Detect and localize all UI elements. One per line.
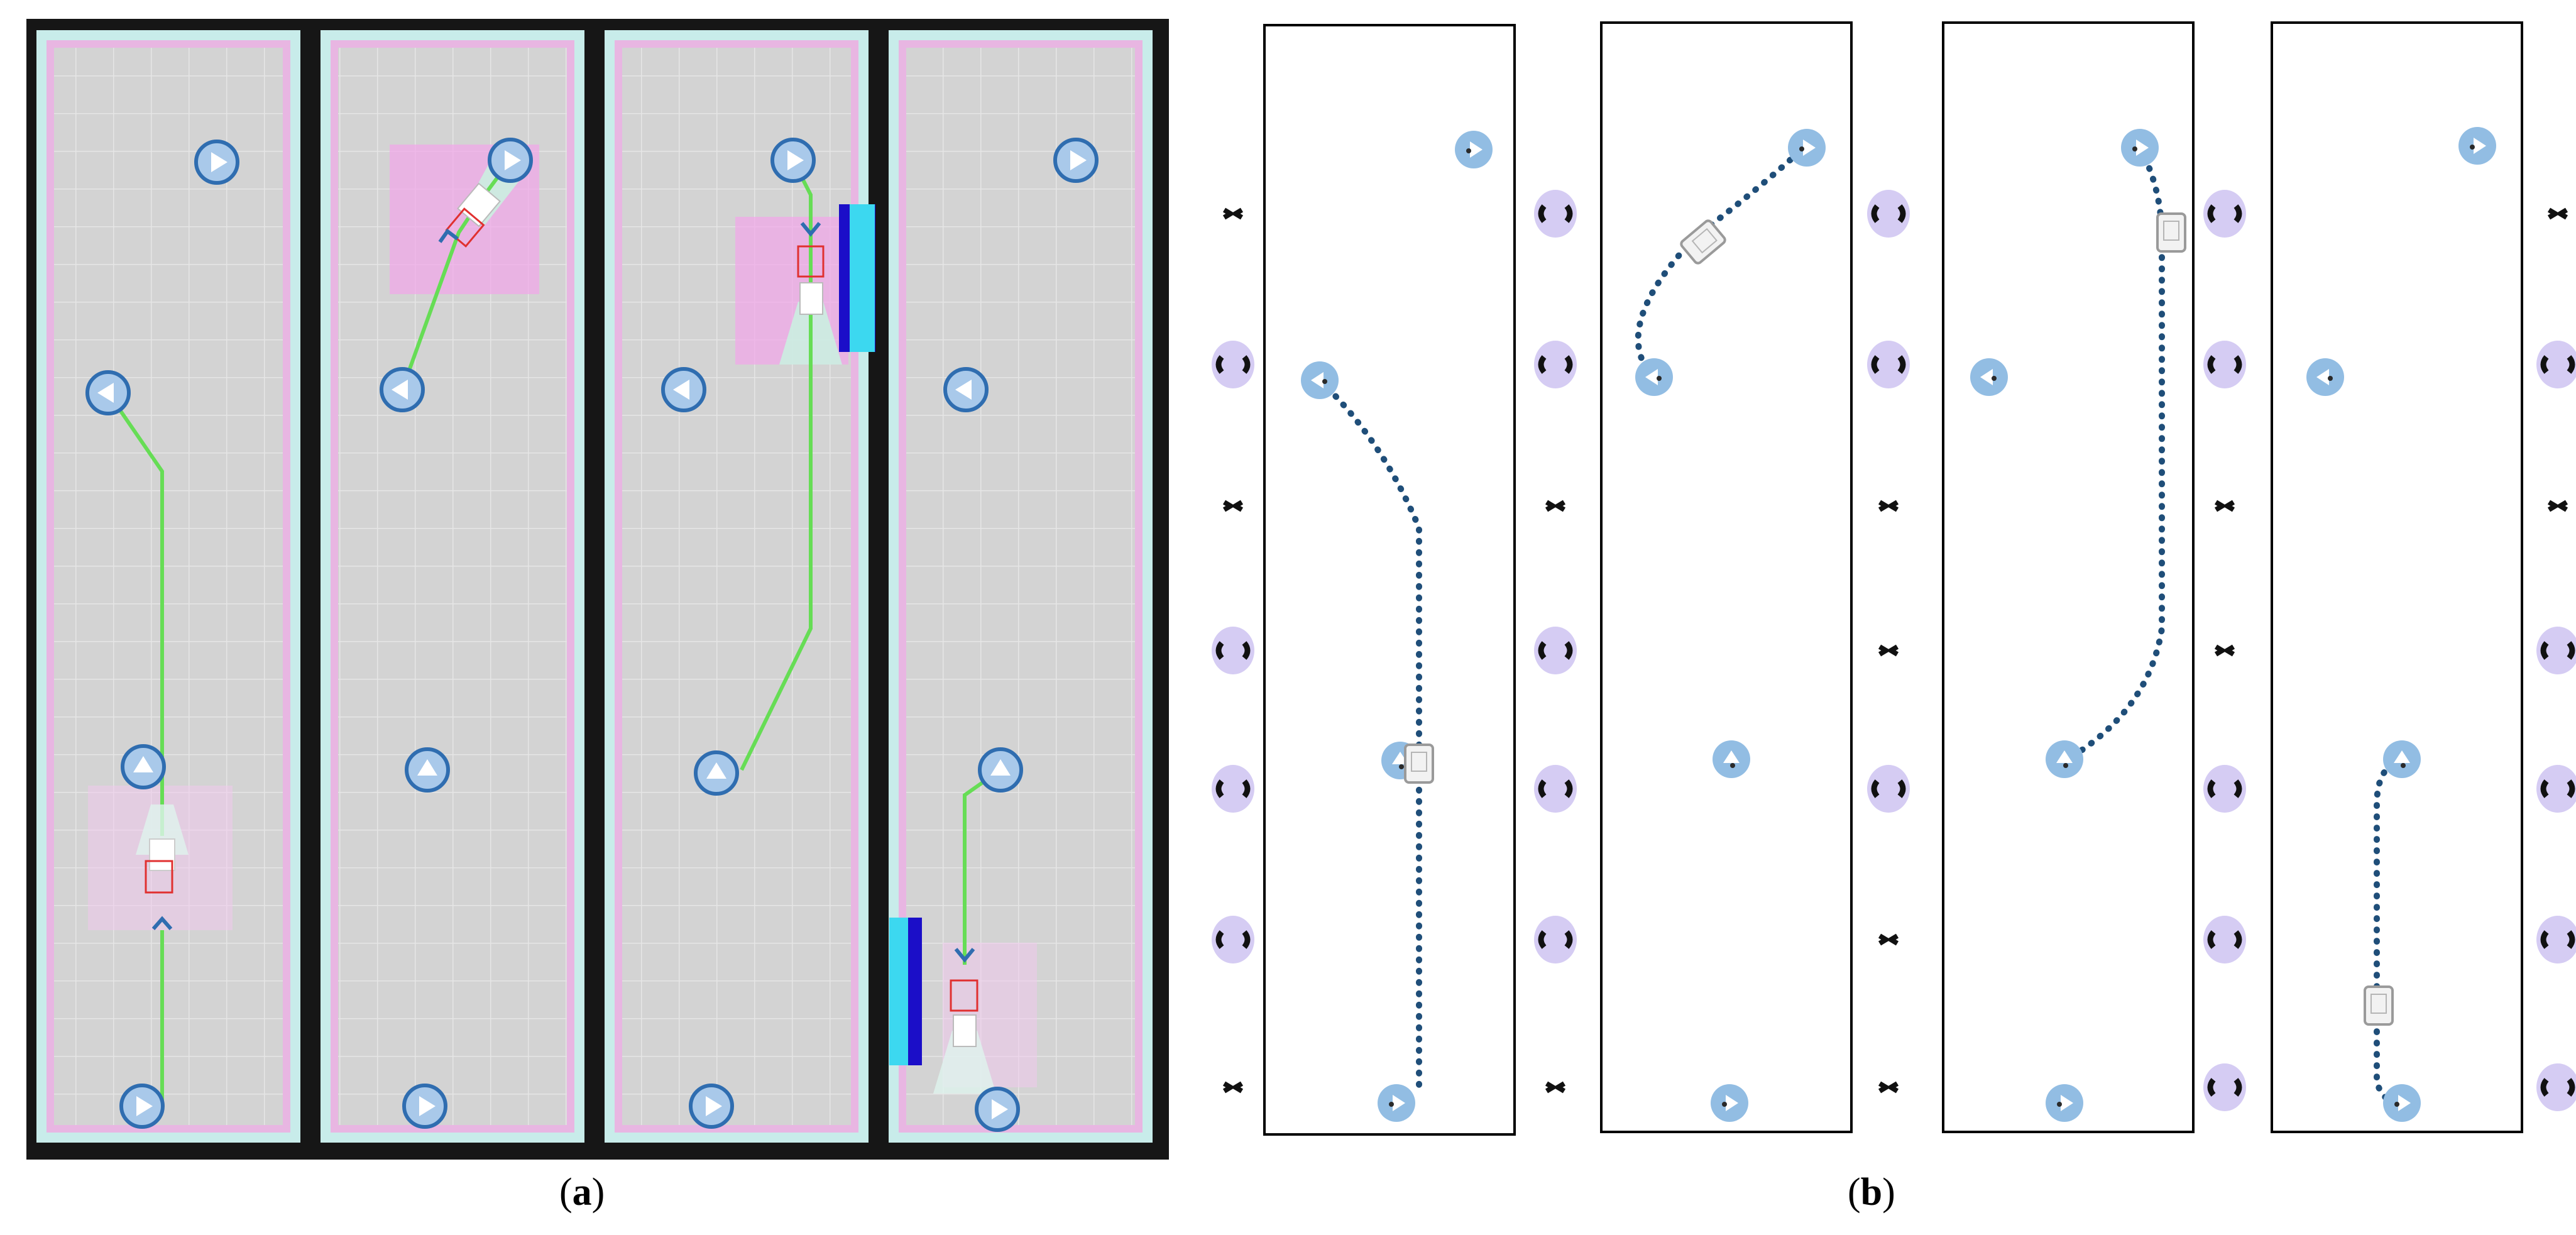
waypoint-icon xyxy=(1301,361,1339,399)
waypoint-icon xyxy=(1970,358,2008,396)
waypoint-icon xyxy=(1055,140,1097,181)
waypoint-icon xyxy=(1788,129,1826,167)
waypoint-icon xyxy=(381,369,423,410)
waypoint-icon xyxy=(1711,1084,1748,1122)
waypoint-icon xyxy=(1713,740,1750,778)
caption-a-open: ( xyxy=(559,1171,573,1214)
waypoint-icon xyxy=(123,746,164,788)
map-frame-2 xyxy=(1600,21,1853,1133)
rack-column-1 xyxy=(1212,210,1254,1091)
waypoint-icon xyxy=(87,372,129,414)
caption-b-close: ) xyxy=(1882,1171,1895,1214)
waypoint-icon xyxy=(2306,358,2344,396)
panel-a-simulation-view xyxy=(26,19,1169,1160)
waypoint-icon xyxy=(404,1085,446,1127)
caption-b-letter: b xyxy=(1860,1171,1883,1214)
rack-column-4 xyxy=(2203,190,2246,1111)
waypoint-icon xyxy=(1378,1084,1415,1122)
waypoint-icon xyxy=(2046,740,2083,778)
waypoint-icon xyxy=(663,369,704,410)
waypoint-icon xyxy=(196,141,238,183)
waypoint-icon xyxy=(1455,131,1493,168)
caption-a-close: ) xyxy=(591,1171,605,1214)
waypoint-icon xyxy=(1635,358,1673,396)
sim-frame-1 xyxy=(36,30,300,1143)
waypoint-icon xyxy=(2383,740,2421,778)
waypoint-icon xyxy=(490,140,531,181)
caption-a-letter: a xyxy=(572,1171,592,1214)
map-frame-1 xyxy=(1263,24,1516,1136)
waypoint-icon xyxy=(772,140,814,181)
sim-frame-2 xyxy=(321,30,584,1143)
waypoint-icon xyxy=(121,1085,163,1127)
robot-icon xyxy=(2364,985,2394,1026)
panel-b-map-view xyxy=(1212,21,2576,1136)
waypoint-icon xyxy=(980,749,1021,791)
waypoint-icon xyxy=(2121,129,2159,167)
caption-a: (a) xyxy=(559,1170,605,1215)
waypoint-icon xyxy=(691,1085,732,1127)
rack-column-2 xyxy=(1534,190,1577,1091)
waypoint-icon xyxy=(977,1089,1018,1130)
map-frame-3 xyxy=(1942,21,2195,1133)
robot-icon xyxy=(2156,212,2186,253)
caption-b-open: ( xyxy=(1848,1171,1861,1214)
waypoint-icon xyxy=(2383,1084,2421,1122)
waypoint-icon xyxy=(407,749,448,791)
map-frame-4 xyxy=(2271,21,2523,1133)
rack-column-3 xyxy=(1867,190,1910,1091)
waypoint-icon xyxy=(2458,127,2496,165)
robot-icon xyxy=(1404,744,1434,784)
sim-frame-3 xyxy=(605,30,875,1143)
caption-b: (b) xyxy=(1848,1170,1895,1215)
waypoint-icon xyxy=(696,752,737,794)
sim-frame-4 xyxy=(889,30,1153,1143)
rack-column-5 xyxy=(2536,210,2576,1111)
waypoint-icon xyxy=(945,369,987,410)
waypoint-icon xyxy=(2046,1084,2083,1122)
